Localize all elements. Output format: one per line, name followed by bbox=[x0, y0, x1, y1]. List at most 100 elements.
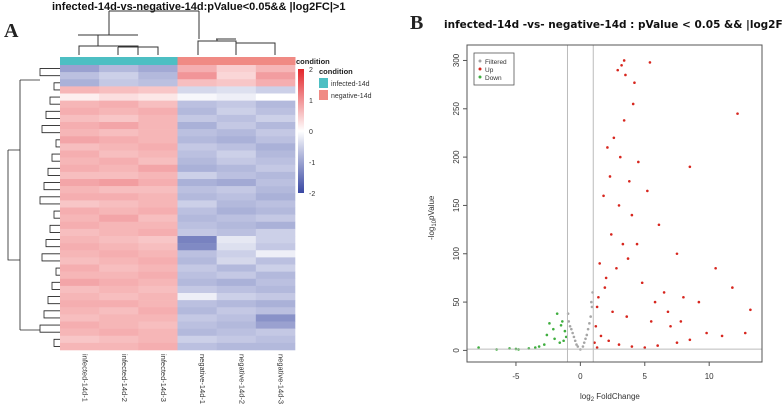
point-up bbox=[749, 308, 752, 312]
color-key-tick: 1 bbox=[309, 98, 313, 105]
heatmap-cell bbox=[216, 285, 257, 294]
point-down bbox=[533, 346, 537, 349]
heatmap-cell bbox=[216, 200, 257, 208]
heatmap-cell bbox=[138, 214, 178, 223]
heatmap-cell bbox=[99, 228, 139, 237]
heatmap-cell bbox=[60, 271, 100, 280]
heatmap-cell bbox=[177, 150, 217, 158]
column-label: infected-14d-2 bbox=[120, 354, 129, 402]
heatmap-cell bbox=[255, 300, 296, 308]
heatmap-cell bbox=[60, 264, 100, 272]
heatmap-cell bbox=[216, 207, 257, 215]
heatmap-cell bbox=[177, 300, 217, 308]
heatmap-cell bbox=[255, 314, 296, 322]
heatmap-cell bbox=[255, 86, 296, 94]
heatmap-cell bbox=[255, 150, 296, 158]
heatmap-cell bbox=[138, 335, 178, 344]
point-up bbox=[743, 331, 747, 335]
point-up bbox=[595, 346, 599, 349]
point-up bbox=[622, 119, 626, 122]
heatmap-cell bbox=[60, 143, 100, 151]
point-down bbox=[553, 337, 556, 341]
heatmap-cell bbox=[177, 264, 217, 272]
y-tick-label: 150 bbox=[452, 198, 461, 212]
heatmap-cell bbox=[177, 193, 217, 201]
heatmap-cell bbox=[99, 285, 139, 294]
heatmap-cell bbox=[99, 129, 139, 137]
heatmap-cell bbox=[138, 314, 178, 322]
column-label: infected-14d-1 bbox=[81, 354, 90, 402]
heatmap-cell bbox=[99, 72, 139, 80]
heatmap-cell bbox=[255, 107, 296, 116]
heatmap-cell bbox=[138, 228, 178, 237]
row-dendrogram-branches bbox=[7, 68, 60, 347]
point-up bbox=[688, 338, 692, 342]
heatmap-cell bbox=[216, 250, 257, 258]
legend-marker-down bbox=[478, 75, 482, 79]
heatmap-cell bbox=[255, 136, 296, 144]
heatmap-cell bbox=[99, 250, 139, 258]
point-filtered bbox=[582, 341, 586, 344]
condition-bar bbox=[60, 57, 296, 65]
point-filtered bbox=[567, 320, 571, 323]
heatmap-cell bbox=[99, 328, 139, 337]
column-label: negative-14d-1 bbox=[198, 354, 207, 404]
heatmap-cell bbox=[138, 285, 178, 294]
y-axis-ticks: 0 50 100 150 200 250 300 bbox=[452, 53, 467, 353]
point-filtered bbox=[584, 337, 587, 341]
point-down bbox=[558, 341, 562, 344]
point-down bbox=[563, 329, 567, 333]
heatmap-cell bbox=[138, 143, 178, 151]
heatmap-cell bbox=[216, 136, 257, 144]
heatmap-cell bbox=[216, 335, 257, 344]
heatmap-cell bbox=[99, 157, 139, 166]
legend-swatch-negative bbox=[319, 90, 328, 100]
heatmap-cell bbox=[138, 342, 178, 351]
heatmap-cell bbox=[138, 164, 178, 173]
heatmap-cell bbox=[216, 321, 257, 329]
heatmap-cell bbox=[216, 243, 257, 251]
point-up bbox=[617, 204, 621, 207]
legend-label-infected: infected-14d bbox=[331, 81, 370, 88]
heatmap-cell bbox=[138, 129, 178, 137]
heatmap-cell bbox=[138, 107, 178, 116]
heatmap-cell bbox=[255, 122, 296, 130]
heatmap-cell bbox=[60, 236, 100, 244]
heatmap-cell bbox=[60, 335, 100, 344]
point-down bbox=[562, 339, 565, 343]
color-key-tick: -2 bbox=[309, 191, 315, 198]
heatmap-cell bbox=[138, 150, 178, 158]
color-key-tick: -1 bbox=[309, 160, 315, 167]
heatmap-cell bbox=[177, 157, 217, 166]
heatmap-cell bbox=[60, 171, 100, 180]
heatmap-cell bbox=[216, 342, 257, 351]
annotation-title: condition bbox=[296, 57, 330, 66]
heatmap-cell bbox=[99, 136, 139, 144]
color-key bbox=[298, 69, 304, 193]
heatmap-cell bbox=[138, 72, 178, 80]
heatmap-cell bbox=[177, 328, 217, 337]
heatmap-cell bbox=[216, 79, 257, 87]
heatmap-cell bbox=[138, 65, 178, 73]
point-up bbox=[637, 160, 640, 164]
heatmap-cell bbox=[177, 200, 217, 208]
heatmap-cell bbox=[99, 293, 139, 301]
x-axis-label: log2 FoldChange bbox=[580, 392, 640, 403]
point-filtered bbox=[590, 305, 594, 309]
heatmap-cell bbox=[216, 107, 257, 116]
heatmap-cell bbox=[138, 100, 178, 109]
heatmap-cell bbox=[138, 328, 178, 337]
condition-cell bbox=[255, 57, 296, 65]
heatmap-chart: infected-14d-1 infected-14d-2 infected-14d… bbox=[7, 10, 372, 404]
heatmap-cell bbox=[99, 335, 139, 344]
heatmap-cell bbox=[255, 293, 296, 301]
heatmap-cell bbox=[60, 328, 100, 337]
heatmap-cell bbox=[138, 193, 178, 201]
heatmap-cell bbox=[99, 65, 139, 73]
heatmap-cell bbox=[216, 100, 257, 109]
heatmap-cell bbox=[60, 207, 100, 215]
heatmap-cell bbox=[99, 100, 139, 109]
point-up bbox=[643, 346, 647, 349]
heatmap-cell bbox=[99, 107, 139, 116]
heatmap-cell bbox=[99, 236, 139, 244]
